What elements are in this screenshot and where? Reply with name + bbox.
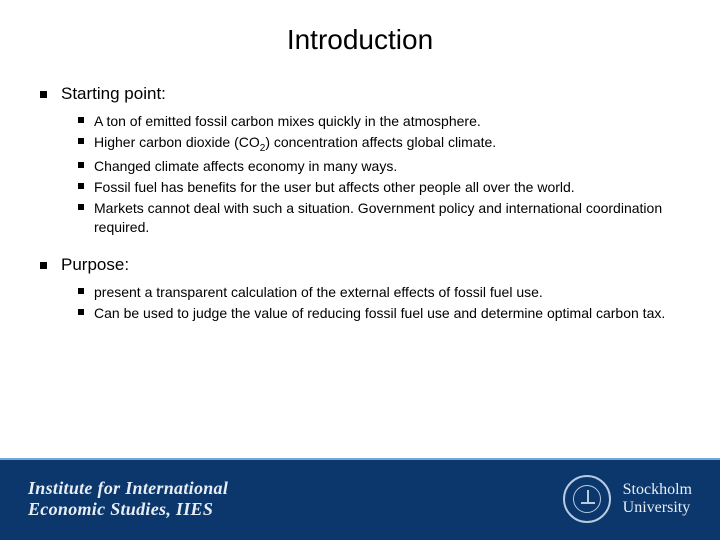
item-text: Changed climate affects economy in many … [94,157,397,176]
item-text: Fossil fuel has benefits for the user bu… [94,178,575,197]
section-label: Purpose: [61,255,129,275]
slide: Introduction Starting point: A ton of em… [0,0,720,540]
section-purpose: Purpose: present a transparent calculati… [40,255,680,323]
bullet-icon [78,309,84,315]
section-label: Starting point: [61,84,166,104]
footer-bar: Institute for International Economic Stu… [0,458,720,540]
bullet-icon [78,117,84,123]
university-line2: University [623,499,692,517]
slide-title: Introduction [40,24,680,56]
text-post: ) concentration affects global climate. [265,134,496,150]
bullet-icon [40,91,47,98]
list-item: Changed climate affects economy in many … [78,157,680,176]
list-item: Higher carbon dioxide (CO2) concentratio… [78,133,680,155]
list-item: Fossil fuel has benefits for the user bu… [78,178,680,197]
starting-point-items: A ton of emitted fossil carbon mixes qui… [78,112,680,237]
institute-logo-text: Institute for International Economic Stu… [28,478,228,520]
top-list: Starting point: A ton of emitted fossil … [40,84,680,323]
institute-line2: Economic Studies, IIES [28,499,228,520]
bullet-icon [78,162,84,168]
bullet-icon [78,138,84,144]
purpose-items: present a transparent calculation of the… [78,283,680,323]
bullet-icon [78,204,84,210]
university-line1: Stockholm [623,481,692,499]
item-text: Can be used to judge the value of reduci… [94,304,665,323]
list-item: present a transparent calculation of the… [78,283,680,302]
bullet-icon [78,183,84,189]
university-block: Stockholm University [563,475,692,523]
item-text: Higher carbon dioxide (CO2) concentratio… [94,133,496,155]
bullet-icon [78,288,84,294]
list-item: A ton of emitted fossil carbon mixes qui… [78,112,680,131]
institute-line1: Institute for International [28,478,228,499]
item-text: Markets cannot deal with such a situatio… [94,199,680,237]
bullet-icon [40,262,47,269]
list-item: Can be used to judge the value of reduci… [78,304,680,323]
text-pre: Higher carbon dioxide (CO [94,134,260,150]
list-item: Markets cannot deal with such a situatio… [78,199,680,237]
university-seal-icon [563,475,611,523]
item-text: present a transparent calculation of the… [94,283,543,302]
section-starting-point: Starting point: A ton of emitted fossil … [40,84,680,237]
university-text: Stockholm University [623,481,692,517]
content-area: Introduction Starting point: A ton of em… [0,0,720,458]
item-text: A ton of emitted fossil carbon mixes qui… [94,112,481,131]
